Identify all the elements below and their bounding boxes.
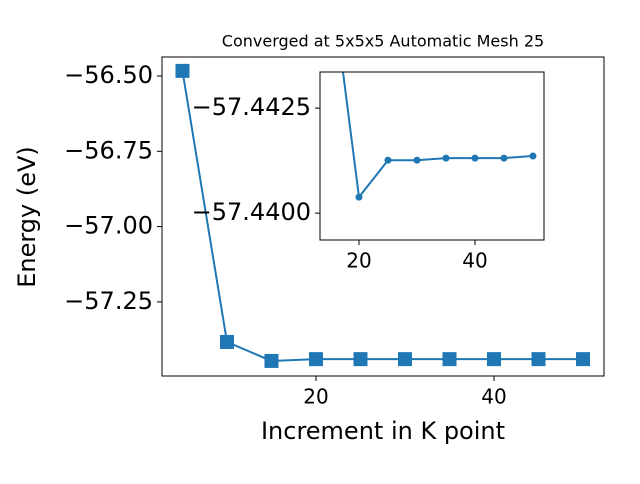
series-line bbox=[181, 70, 583, 362]
y-tick-label: −57.25 bbox=[64, 287, 153, 315]
plot-frame bbox=[161, 56, 605, 377]
marker bbox=[397, 352, 412, 367]
marker bbox=[442, 352, 457, 367]
marker bbox=[175, 63, 190, 78]
marker bbox=[355, 193, 363, 201]
marker bbox=[264, 353, 279, 368]
marker bbox=[500, 154, 508, 162]
marker bbox=[219, 334, 234, 349]
marker bbox=[308, 352, 323, 367]
marker bbox=[413, 156, 421, 164]
x-tick-label: 20 bbox=[346, 249, 371, 273]
y-tick-label: −56.50 bbox=[64, 61, 153, 89]
x-tick-label: 20 bbox=[303, 385, 328, 409]
y-axis-label: Energy (eV) bbox=[13, 146, 41, 288]
chart-title: Converged at 5x5x5 Automatic Mesh 25 bbox=[222, 32, 544, 51]
series-line bbox=[341, 72, 534, 200]
y-tick-label: −56.75 bbox=[64, 136, 153, 164]
x-axis-label: Increment in K point bbox=[261, 417, 505, 445]
marker bbox=[471, 154, 479, 162]
marker bbox=[486, 352, 501, 367]
marker bbox=[575, 352, 590, 367]
plot-area bbox=[175, 63, 590, 368]
y-tick-label: −57.4400 bbox=[192, 198, 311, 226]
marker bbox=[384, 156, 392, 164]
marker bbox=[531, 352, 546, 367]
x-tick-label: 40 bbox=[462, 249, 487, 273]
x-tick-label: 40 bbox=[481, 385, 506, 409]
marker bbox=[529, 152, 537, 160]
marker bbox=[442, 154, 450, 162]
plot-frame bbox=[319, 71, 545, 241]
y-tick-label: −57.4425 bbox=[192, 93, 311, 121]
y-tick-label: −57.00 bbox=[64, 212, 153, 240]
marker bbox=[353, 352, 368, 367]
plot-area bbox=[341, 72, 537, 201]
